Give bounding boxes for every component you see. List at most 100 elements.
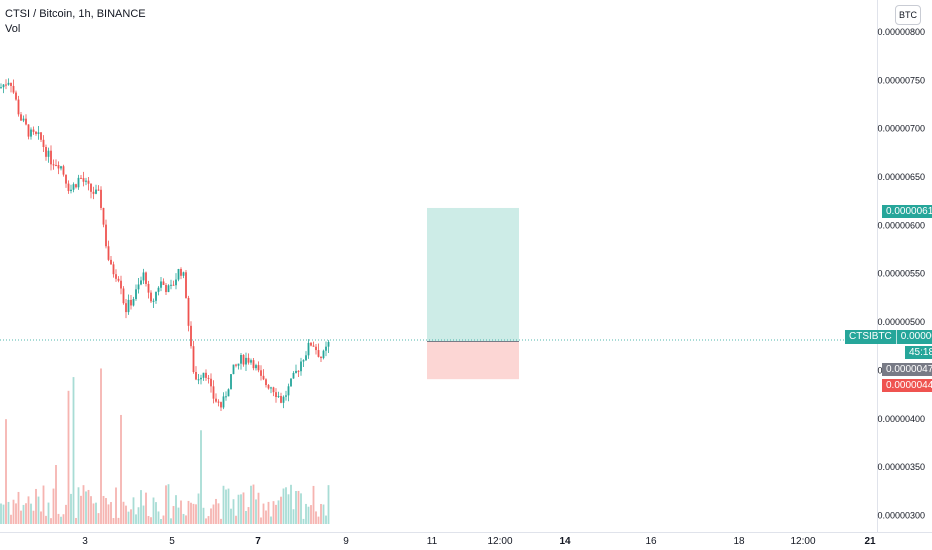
volume-bar bbox=[92, 503, 95, 524]
volume-bar bbox=[250, 485, 252, 524]
volume-bar bbox=[5, 419, 7, 524]
volume-bar bbox=[0, 503, 2, 524]
candle bbox=[80, 175, 82, 179]
volume-bar bbox=[287, 494, 290, 524]
price-tick-label: 0.00000550 bbox=[877, 269, 925, 279]
volume-bar bbox=[255, 499, 257, 524]
candle bbox=[65, 174, 67, 188]
candle bbox=[75, 183, 77, 189]
volume-bar bbox=[120, 414, 122, 524]
candle bbox=[237, 363, 240, 370]
volume-bar bbox=[147, 515, 150, 524]
volume-bar bbox=[167, 484, 170, 524]
price-tick-label: 0.00000300 bbox=[877, 511, 925, 521]
candle bbox=[52, 159, 55, 170]
volume-bar bbox=[62, 514, 65, 524]
candle bbox=[172, 280, 175, 286]
candle bbox=[17, 95, 20, 117]
volume-bar bbox=[192, 503, 195, 524]
candle bbox=[227, 388, 230, 397]
volume-bar bbox=[100, 368, 102, 524]
volume-bar bbox=[27, 496, 30, 524]
profit-zone[interactable] bbox=[427, 207, 519, 342]
volume-bar bbox=[187, 500, 190, 524]
candle bbox=[100, 186, 102, 211]
candle bbox=[162, 278, 165, 286]
time-axis[interactable]: 3 5 7 9 11 12:00 14 16 18 12:00 21 bbox=[82, 536, 876, 547]
volume-bar bbox=[102, 495, 105, 524]
candle bbox=[30, 127, 32, 140]
volume-bar bbox=[162, 515, 165, 524]
price-axis[interactable]: 0.00000800 0.00000750 0.00000700 0.00000650… bbox=[877, 27, 925, 521]
candle bbox=[310, 342, 312, 347]
volume-bar bbox=[170, 518, 172, 524]
candle bbox=[322, 349, 325, 360]
candle bbox=[12, 79, 15, 94]
candle bbox=[235, 363, 237, 368]
volume-bar bbox=[142, 505, 145, 524]
volume-bar bbox=[95, 502, 97, 524]
candle bbox=[155, 291, 157, 304]
volume-bar bbox=[260, 517, 262, 524]
candle bbox=[82, 171, 85, 187]
candle bbox=[70, 184, 72, 194]
candle bbox=[60, 165, 62, 171]
candle bbox=[105, 219, 107, 249]
candle bbox=[0, 83, 2, 89]
volume-bar bbox=[45, 515, 47, 524]
volume-bar bbox=[12, 499, 15, 524]
candle bbox=[195, 366, 197, 381]
price-tick-label: 0.00000750 bbox=[877, 75, 925, 85]
candle bbox=[25, 114, 27, 126]
price-tick-label: 0.00000700 bbox=[877, 124, 925, 134]
candle bbox=[77, 174, 80, 190]
candle bbox=[270, 386, 272, 394]
time-tick-label: 11 bbox=[427, 536, 438, 547]
candle bbox=[137, 277, 140, 294]
candle bbox=[217, 399, 220, 407]
volume-bar bbox=[135, 514, 137, 524]
volume-bar bbox=[35, 488, 37, 524]
candle bbox=[220, 401, 222, 411]
candle bbox=[175, 273, 177, 290]
volume-bar bbox=[210, 508, 212, 524]
volume-bar bbox=[285, 487, 287, 524]
volume-bar bbox=[295, 491, 297, 524]
candle bbox=[185, 270, 187, 299]
volume-bar bbox=[122, 501, 125, 524]
volume-bar bbox=[20, 510, 22, 524]
currency-button[interactable]: BTC bbox=[895, 5, 921, 25]
volume-bar bbox=[197, 493, 200, 524]
volume-bar bbox=[257, 492, 260, 524]
volume-bar bbox=[245, 510, 247, 524]
long-position-tool bbox=[427, 207, 519, 380]
volume-bar bbox=[182, 513, 185, 524]
candle bbox=[50, 145, 52, 171]
volume-bar bbox=[172, 506, 175, 524]
candle bbox=[202, 372, 205, 381]
target-price-tag: 0.00000618 bbox=[882, 205, 932, 218]
volume-bar bbox=[105, 498, 107, 524]
volume-bar bbox=[90, 496, 92, 524]
candle bbox=[255, 363, 257, 371]
volume-bar bbox=[52, 488, 55, 524]
candle bbox=[32, 126, 35, 135]
candle bbox=[22, 115, 25, 123]
volume-bar bbox=[22, 504, 25, 524]
volume-bar bbox=[17, 491, 20, 524]
volume-bar bbox=[242, 492, 245, 524]
volume-bar bbox=[160, 518, 162, 524]
time-tick-label: 3 bbox=[82, 536, 88, 547]
candle bbox=[37, 126, 40, 140]
candle bbox=[115, 269, 117, 282]
candle bbox=[275, 388, 277, 403]
candle bbox=[295, 364, 297, 374]
loss-zone[interactable] bbox=[427, 341, 519, 380]
candle bbox=[192, 340, 195, 374]
candle bbox=[157, 286, 160, 296]
candle bbox=[150, 290, 152, 304]
volume-bar bbox=[2, 504, 5, 524]
volume-bar bbox=[252, 484, 255, 524]
candle bbox=[167, 284, 170, 293]
